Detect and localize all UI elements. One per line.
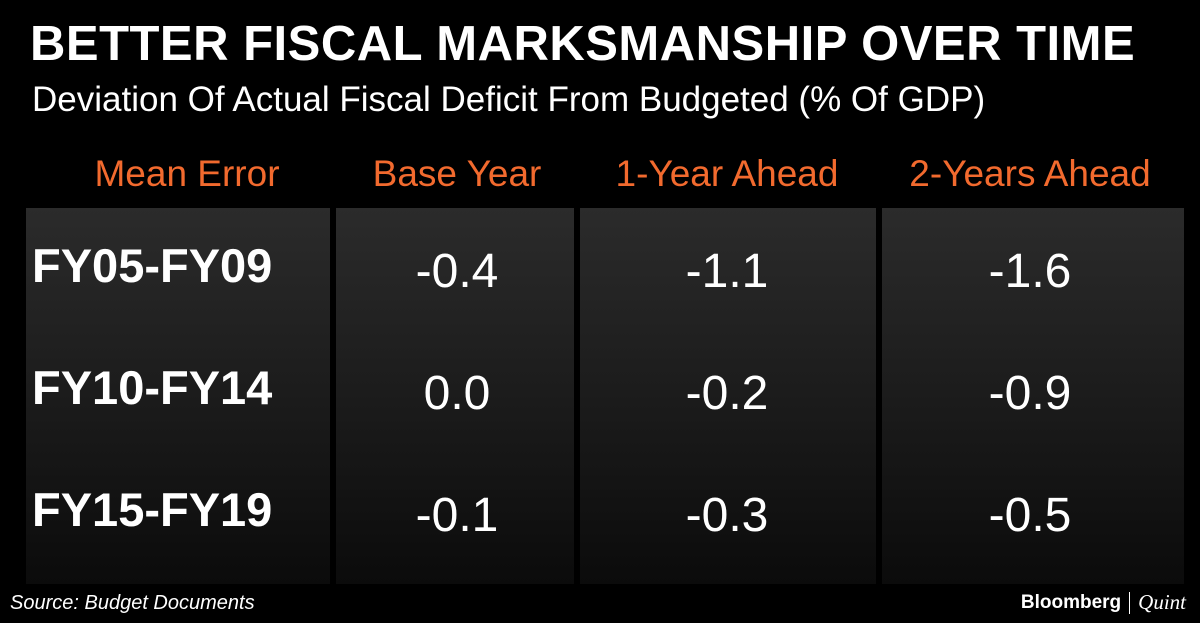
chart-subtitle: Deviation Of Actual Fiscal Deficit From … (32, 80, 986, 119)
column-panel (336, 208, 574, 584)
brand-bloomberg: Bloomberg (1020, 591, 1122, 613)
row-label: FY05-FY09 (32, 239, 273, 292)
table-cell: -1.6 (988, 245, 1072, 298)
table-cell: -0.1 (415, 489, 499, 542)
brand-quint: Quint (1138, 590, 1186, 614)
row-label: FY10-FY14 (32, 361, 273, 414)
chart-title: BETTER FISCAL MARKSMANSHIP OVER TIME (30, 17, 1136, 71)
column-header: Base Year (372, 153, 542, 194)
column-panel (26, 208, 330, 584)
table-cell: -0.2 (685, 367, 769, 420)
table-cell: 0.0 (423, 367, 491, 420)
table-cell: -1.1 (685, 245, 769, 298)
column-panel (882, 208, 1184, 584)
column-header: 1-Year Ahead (615, 153, 839, 194)
column-header: 2-Years Ahead (909, 153, 1151, 194)
table-cell: -0.4 (415, 245, 499, 298)
row-label: FY15-FY19 (32, 483, 273, 536)
column-header: Mean Error (94, 153, 280, 194)
table-cell: -0.9 (988, 367, 1072, 420)
table-cell: -0.5 (988, 489, 1072, 542)
brand-logo: Bloomberg Quint (1021, 590, 1186, 615)
table-cell: -0.3 (685, 489, 769, 542)
column-panel (580, 208, 876, 584)
brand-divider (1129, 591, 1131, 614)
source-note: Source: Budget Documents (10, 592, 255, 614)
